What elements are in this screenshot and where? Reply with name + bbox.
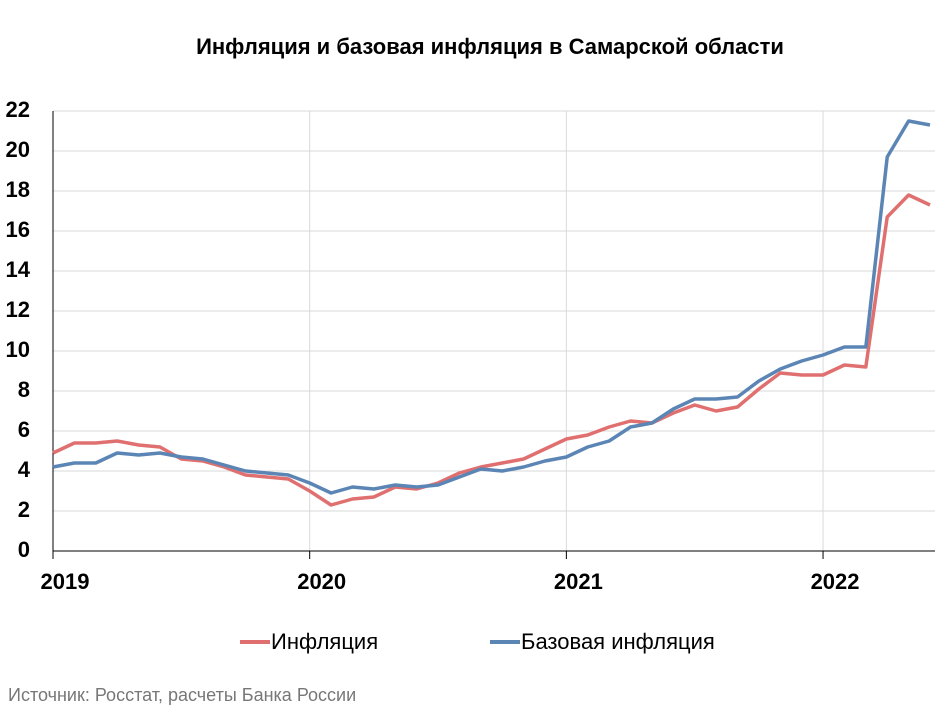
- y-tick-label: 22: [6, 97, 30, 122]
- x-tick-label: 2021: [554, 569, 603, 594]
- y-tick-label: 8: [18, 377, 30, 402]
- x-tick-label: 2020: [297, 569, 346, 594]
- series-line: [52, 193, 931, 507]
- y-tick-label: 14: [6, 257, 31, 282]
- y-tick-label: 16: [6, 217, 30, 242]
- y-tick-label: 6: [18, 417, 30, 442]
- y-tick-label: 18: [6, 177, 30, 202]
- y-tick-label: 0: [18, 537, 30, 562]
- x-tick-label: 2019: [41, 569, 90, 594]
- series-line: [52, 119, 931, 495]
- chart-title: Инфляция и базовая инфляция в Самарской …: [196, 34, 784, 59]
- y-tick-label: 2: [18, 497, 30, 522]
- legend-label: Базовая инфляция: [521, 629, 715, 654]
- legend-label: Инфляция: [271, 629, 378, 654]
- y-tick-label: 4: [18, 457, 31, 482]
- x-tick-label: 2022: [811, 569, 860, 594]
- y-tick-label: 10: [6, 337, 30, 362]
- y-tick-label: 20: [6, 137, 30, 162]
- y-tick-label: 12: [6, 297, 30, 322]
- source-note: Источник: Росстат, расчеты Банка России: [8, 685, 356, 705]
